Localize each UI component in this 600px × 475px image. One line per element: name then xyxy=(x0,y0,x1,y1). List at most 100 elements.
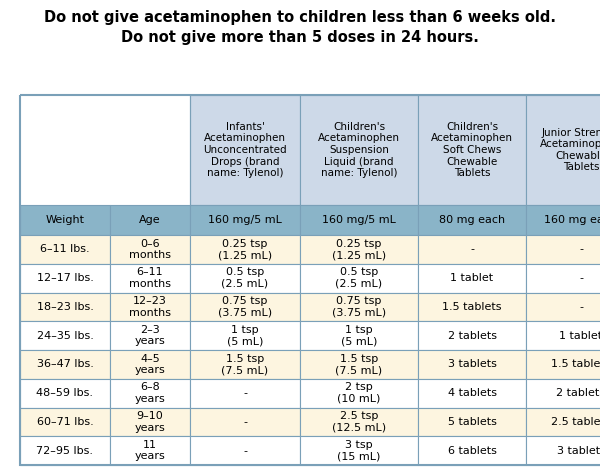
Text: 2–3
years: 2–3 years xyxy=(134,325,166,346)
Bar xyxy=(110,321,190,350)
Text: -: - xyxy=(243,417,247,427)
Bar xyxy=(418,264,526,293)
Bar xyxy=(190,436,300,465)
Bar xyxy=(20,321,110,350)
Text: 1.5 tsp
(7.5 mL): 1.5 tsp (7.5 mL) xyxy=(221,353,269,375)
Bar xyxy=(418,379,526,408)
Bar xyxy=(300,95,418,205)
Text: 0.75 tsp
(3.75 mL): 0.75 tsp (3.75 mL) xyxy=(218,296,272,318)
Text: 72–95 lbs.: 72–95 lbs. xyxy=(37,446,94,456)
Bar xyxy=(526,408,600,436)
Bar xyxy=(20,95,110,205)
Text: 4 tablets: 4 tablets xyxy=(448,388,497,398)
Bar xyxy=(20,235,110,264)
Text: 5 tablets: 5 tablets xyxy=(448,417,496,427)
Bar xyxy=(418,205,526,235)
Bar xyxy=(190,205,300,235)
Bar xyxy=(526,293,600,321)
Text: 1.5 tsp
(7.5 mL): 1.5 tsp (7.5 mL) xyxy=(335,353,383,375)
Bar xyxy=(190,293,300,321)
Bar xyxy=(418,293,526,321)
Text: 0.25 tsp
(1.25 mL): 0.25 tsp (1.25 mL) xyxy=(218,238,272,260)
Text: 12–23
months: 12–23 months xyxy=(129,296,171,318)
Text: 6–11
months: 6–11 months xyxy=(129,267,171,289)
Text: -: - xyxy=(243,446,247,456)
Bar xyxy=(526,95,600,205)
Text: Age: Age xyxy=(139,215,161,225)
Bar xyxy=(110,408,190,436)
Bar xyxy=(526,379,600,408)
Bar xyxy=(526,436,600,465)
Bar xyxy=(110,350,190,379)
Text: 3 tablets: 3 tablets xyxy=(557,446,600,456)
Text: 2.5 tsp
(12.5 mL): 2.5 tsp (12.5 mL) xyxy=(332,411,386,433)
Bar xyxy=(190,379,300,408)
Bar xyxy=(418,235,526,264)
Text: 6 tablets: 6 tablets xyxy=(448,446,496,456)
Bar xyxy=(20,408,110,436)
Text: 6–11 lbs.: 6–11 lbs. xyxy=(40,244,90,255)
Text: 0.5 tsp
(2.5 mL): 0.5 tsp (2.5 mL) xyxy=(221,267,269,289)
Text: Do not give acetaminophen to children less than 6 weeks old.
Do not give more th: Do not give acetaminophen to children le… xyxy=(44,10,556,45)
Text: 0.25 tsp
(1.25 mL): 0.25 tsp (1.25 mL) xyxy=(332,238,386,260)
Bar xyxy=(190,95,300,205)
Bar xyxy=(526,235,600,264)
Bar xyxy=(526,205,600,235)
Text: 4–5
years: 4–5 years xyxy=(134,353,166,375)
Bar xyxy=(300,264,418,293)
Text: 6–8
years: 6–8 years xyxy=(134,382,166,404)
Bar xyxy=(110,95,190,205)
Bar xyxy=(20,379,110,408)
Text: Children's
Acetaminophen
Suspension
Liquid (brand
name: Tylenol): Children's Acetaminophen Suspension Liqu… xyxy=(318,122,400,178)
Text: -: - xyxy=(579,244,583,255)
Bar xyxy=(300,350,418,379)
Text: 11
years: 11 years xyxy=(134,440,166,461)
Text: 12–17 lbs.: 12–17 lbs. xyxy=(37,273,94,283)
Bar xyxy=(418,408,526,436)
Bar xyxy=(418,95,526,205)
Bar xyxy=(418,350,526,379)
Text: 1 tablet: 1 tablet xyxy=(559,331,600,341)
Bar xyxy=(20,350,110,379)
Bar xyxy=(300,379,418,408)
Bar xyxy=(300,293,418,321)
Bar xyxy=(526,350,600,379)
Bar xyxy=(190,264,300,293)
Text: 0.5 tsp
(2.5 mL): 0.5 tsp (2.5 mL) xyxy=(335,267,383,289)
Text: 1 tsp
(5 mL): 1 tsp (5 mL) xyxy=(341,325,377,346)
Text: Infants'
Acetaminophen
Unconcentrated
Drops (brand
name: Tylenol): Infants' Acetaminophen Unconcentrated Dr… xyxy=(203,122,287,178)
Text: 9–10
years: 9–10 years xyxy=(134,411,166,433)
Bar xyxy=(110,293,190,321)
Bar xyxy=(190,321,300,350)
Bar xyxy=(110,205,190,235)
Text: Children's
Acetaminophen
Soft Chews
Chewable
Tablets: Children's Acetaminophen Soft Chews Chew… xyxy=(431,122,513,178)
Bar xyxy=(110,264,190,293)
Bar xyxy=(20,436,110,465)
Bar xyxy=(526,264,600,293)
Bar xyxy=(300,235,418,264)
Text: 60–71 lbs.: 60–71 lbs. xyxy=(37,417,94,427)
Bar xyxy=(20,205,110,235)
Text: 3 tsp
(15 mL): 3 tsp (15 mL) xyxy=(337,440,380,461)
Text: 1.5 tablets: 1.5 tablets xyxy=(551,360,600,370)
Bar xyxy=(110,235,190,264)
Bar xyxy=(300,436,418,465)
Bar xyxy=(300,205,418,235)
Text: Weight: Weight xyxy=(46,215,85,225)
Text: 80 mg each: 80 mg each xyxy=(439,215,505,225)
Text: 36–47 lbs.: 36–47 lbs. xyxy=(37,360,94,370)
Bar xyxy=(110,436,190,465)
Bar xyxy=(110,379,190,408)
Bar xyxy=(190,350,300,379)
Text: 3 tablets: 3 tablets xyxy=(448,360,496,370)
Bar xyxy=(190,235,300,264)
Bar xyxy=(526,321,600,350)
Text: 160 mg/5 mL: 160 mg/5 mL xyxy=(322,215,396,225)
Text: 48–59 lbs.: 48–59 lbs. xyxy=(37,388,94,398)
Text: 0–6
months: 0–6 months xyxy=(129,238,171,260)
Text: Junior Strength
Acetaminophen
Chewable
Tablets: Junior Strength Acetaminophen Chewable T… xyxy=(540,128,600,172)
Text: 1 tsp
(5 mL): 1 tsp (5 mL) xyxy=(227,325,263,346)
Bar xyxy=(20,264,110,293)
Text: 24–35 lbs.: 24–35 lbs. xyxy=(37,331,94,341)
Text: 18–23 lbs.: 18–23 lbs. xyxy=(37,302,94,312)
